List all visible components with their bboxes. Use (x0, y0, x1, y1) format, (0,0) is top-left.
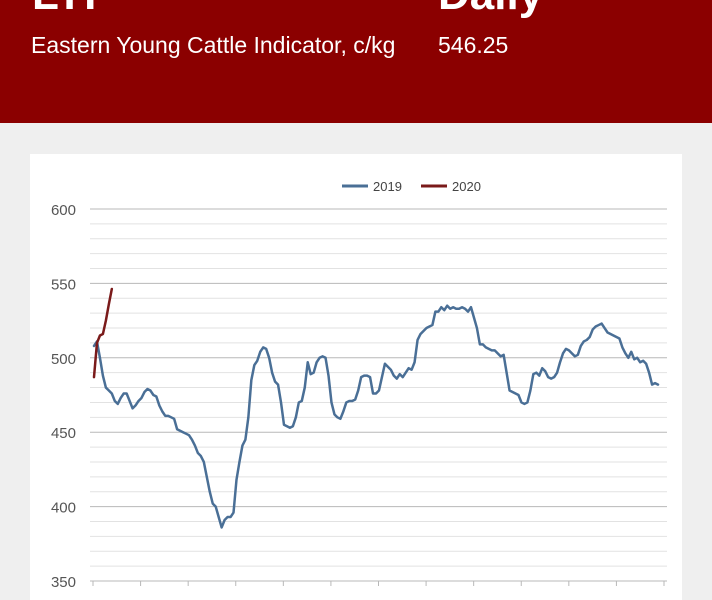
y-tick-label: 350 (51, 574, 76, 591)
indicator-label: Eastern Young Cattle Indicator, c/kg (31, 32, 396, 58)
indicator-banner: LYI Daily Eastern Young Cattle Indicator… (0, 0, 712, 123)
y-tick-label: 450 (51, 425, 76, 442)
y-tick-label: 500 (51, 351, 76, 368)
legend-label: 2019 (373, 179, 402, 194)
y-tick-label: 550 (51, 276, 76, 293)
indicator-value: 546.25 (438, 32, 509, 58)
series-line-2019 (92, 304, 660, 529)
legend-label: 2020 (452, 179, 481, 194)
y-tick-label: 600 (51, 202, 76, 219)
banner-title-left: LYI (32, 0, 96, 20)
line-chart: 350 400 450 500 550 600 2019 2020 (51, 179, 667, 591)
banner-title-right: Daily (438, 0, 543, 20)
chart-card: 350 400 450 500 550 600 2019 2020 (30, 154, 682, 600)
y-tick-label: 400 (51, 500, 76, 517)
series-line-2020 (92, 287, 114, 379)
